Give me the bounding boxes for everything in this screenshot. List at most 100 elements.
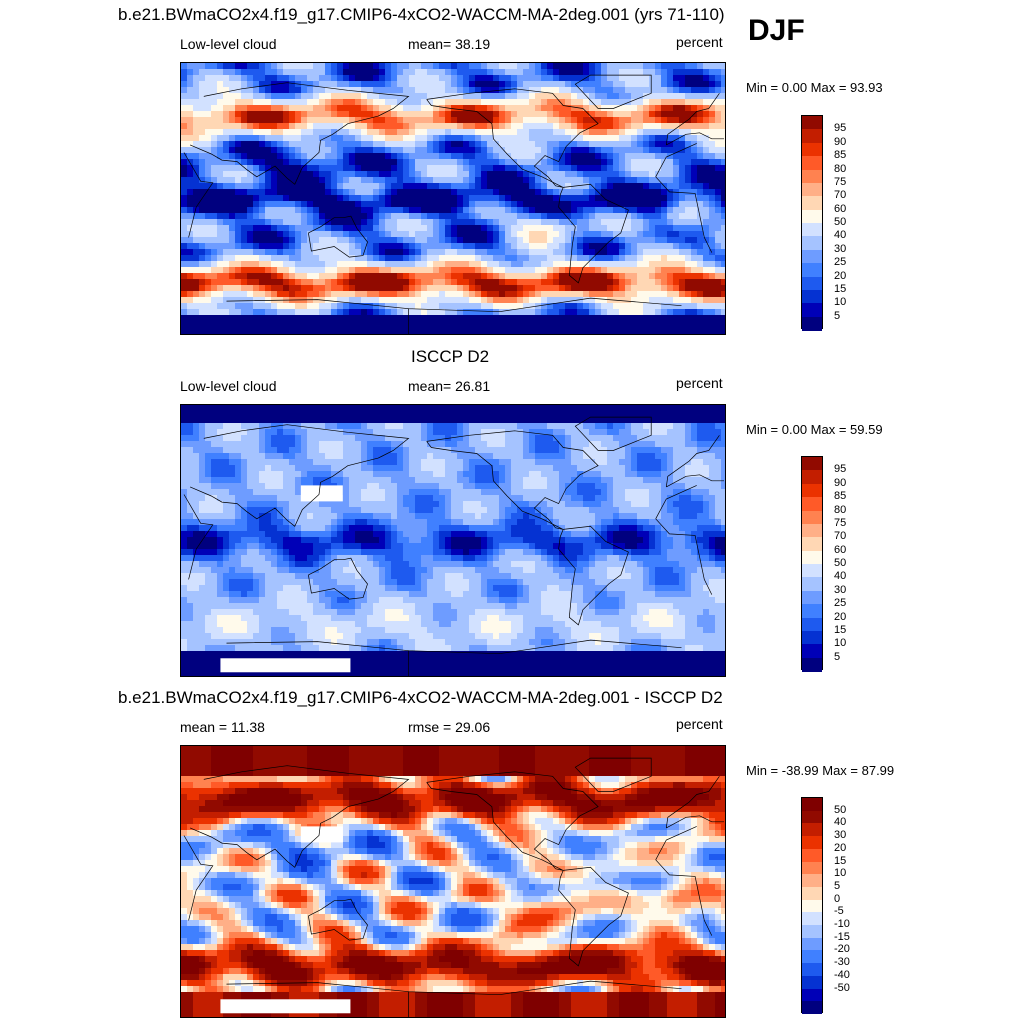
heatmap-cell [217,231,223,237]
heatmap-cell [625,117,631,123]
heatmap-cell [277,117,283,123]
heatmap-cell [631,165,637,171]
heatmap-cell [331,171,337,177]
heatmap-cell [229,219,235,225]
heatmap-cell [283,267,289,273]
heatmap-cell [307,183,313,189]
heatmap-cell [691,321,697,327]
heatmap-cell [391,99,397,105]
heatmap-cell [673,63,679,69]
heatmap-cell [607,327,613,333]
heatmap-cell [475,231,481,237]
heatmap-cell [385,165,391,171]
heatmap-cell [289,75,295,81]
heatmap-cell [451,315,457,321]
heatmap-cell [349,93,355,99]
heatmap-cell [661,165,667,171]
heatmap-cell [577,417,583,423]
heatmap-cell [223,141,229,147]
heatmap-cell [541,183,547,189]
heatmap-cell [265,99,271,105]
panel1-variable-label: Low-level cloud [180,37,277,51]
heatmap-cell [379,195,385,201]
heatmap-cell [193,195,199,201]
heatmap-cell [337,285,343,291]
heatmap-cell [373,135,379,141]
heatmap-cell [691,81,697,87]
heatmap-cell [721,147,726,153]
heatmap-cell [229,69,235,75]
heatmap-cell [331,453,337,459]
heatmap-cell [571,147,577,153]
heatmap-cell [349,177,355,183]
heatmap-cell [451,69,457,75]
heatmap-cell [715,231,721,237]
heatmap-cell [475,315,481,321]
heatmap-cell [541,267,547,273]
heatmap-cell [319,111,325,117]
heatmap-cell [337,195,343,201]
heatmap-cell [721,441,726,447]
heatmap-cell [361,207,367,213]
heatmap-cell [445,207,451,213]
heatmap-cell [673,195,679,201]
heatmap-cell [205,123,211,129]
heatmap-cell [655,159,661,165]
heatmap-cell [469,165,475,171]
heatmap-cell [367,219,373,225]
heatmap-cell [265,321,271,327]
heatmap-cell [397,327,403,333]
heatmap-cell [199,333,205,335]
heatmap-cell [277,285,283,291]
heatmap-cell [553,147,559,153]
heatmap-cell [181,159,187,165]
heatmap-cell [673,213,679,219]
heatmap-cell [493,165,499,171]
heatmap-cell [715,213,721,219]
heatmap-cell [631,447,637,453]
heatmap-cell [277,333,283,335]
heatmap-cell [673,405,679,411]
heatmap-cell [349,315,355,321]
heatmap-cell [643,231,649,237]
heatmap-cell [295,99,301,105]
heatmap-cell [661,429,667,435]
heatmap-cell [541,231,547,237]
heatmap-cell [367,81,373,87]
heatmap-cell [283,123,289,129]
heatmap-cell [187,291,193,297]
heatmap-cell [391,423,397,429]
heatmap-cell [499,159,505,165]
heatmap-cell [661,69,667,75]
heatmap-cell [589,423,595,429]
heatmap-cell [271,237,277,243]
heatmap-cell [535,255,541,261]
heatmap-cell [403,447,409,453]
heatmap-cell [559,405,565,411]
heatmap-cell [241,69,247,75]
heatmap-cell [589,231,595,237]
heatmap-cell [703,447,709,453]
heatmap-cell [667,225,673,231]
heatmap-cell [193,291,199,297]
heatmap-cell [253,321,259,327]
heatmap-cell [667,165,673,171]
heatmap-cell [241,441,247,447]
heatmap-cell [565,75,571,81]
heatmap-cell [661,411,667,417]
heatmap-cell [691,447,697,453]
heatmap-cell [643,273,649,279]
heatmap-cell [691,189,697,195]
heatmap-cell [205,201,211,207]
heatmap-cell [271,447,277,453]
panel2-title: ISCCP D2 [411,348,489,365]
heatmap-cell [559,327,565,333]
heatmap-cell [505,69,511,75]
heatmap-cell [547,63,553,69]
heatmap-cell [235,261,241,267]
heatmap-cell [661,441,667,447]
heatmap-cell [565,123,571,129]
heatmap-cell [391,417,397,423]
heatmap-cell [265,123,271,129]
heatmap-cell [337,93,343,99]
